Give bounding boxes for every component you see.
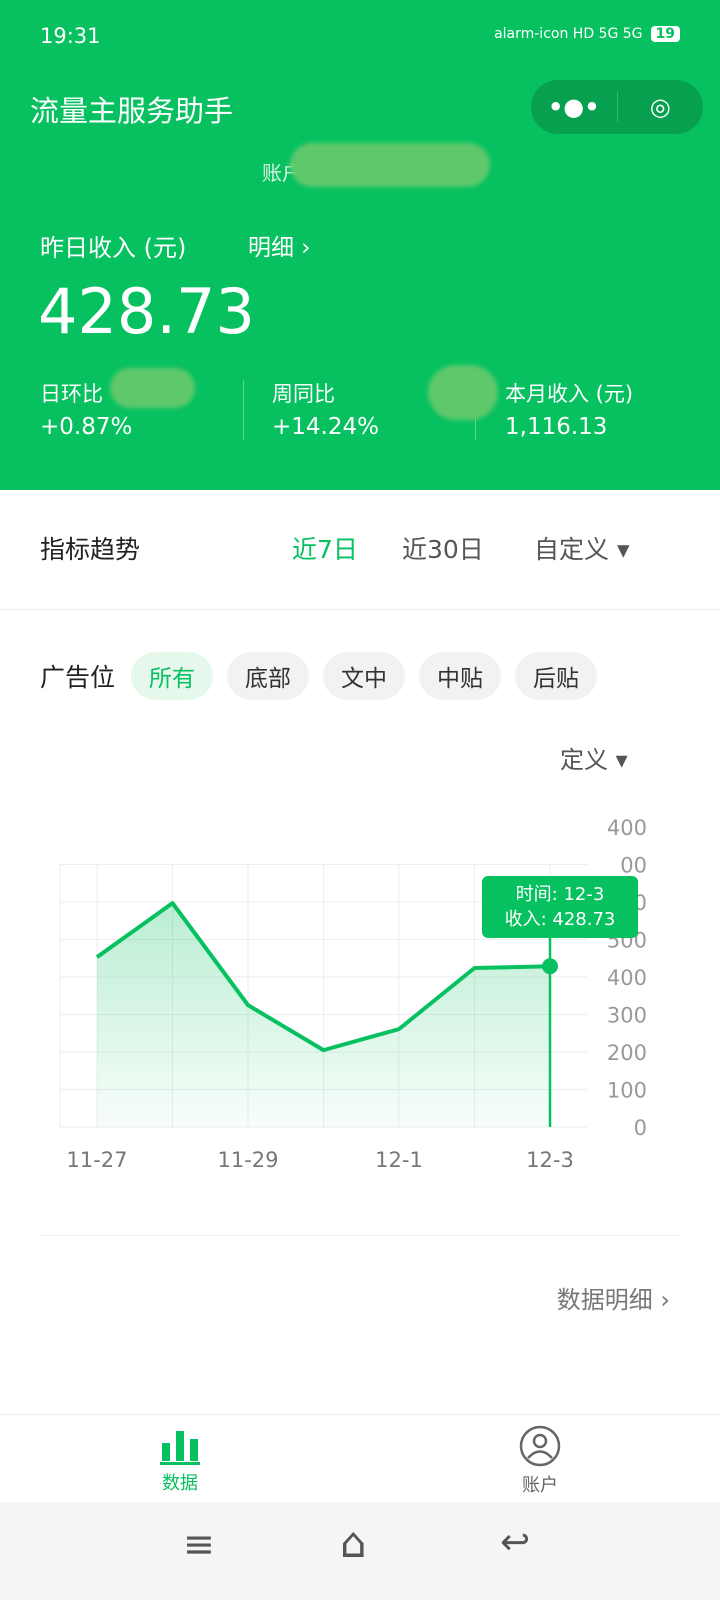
home-icon[interactable]: ⌂ bbox=[340, 1518, 367, 1567]
tab-account[interactable]: 账户 bbox=[500, 1425, 580, 1497]
chip-post[interactable]: 后贴 bbox=[515, 652, 598, 700]
tooltip-income: 收入: 428.73 bbox=[504, 909, 616, 930]
y-tick-label: 0 bbox=[634, 1116, 647, 1140]
area-fill bbox=[97, 903, 550, 1127]
chip-mid[interactable]: 中贴 bbox=[419, 652, 502, 700]
tab-bar: 数据 账户 bbox=[0, 1414, 720, 1502]
yesterday-income-value: 428.73 bbox=[38, 275, 255, 348]
income-chart: 0100200300400500000040011-2711-2912-112-… bbox=[59, 816, 647, 1172]
metric-label: 本月收入 (元) bbox=[505, 382, 634, 406]
data-detail-link[interactable]: 数据明细 › bbox=[556, 1286, 670, 1314]
x-tick-label: 12-1 bbox=[375, 1148, 423, 1172]
status-time: 19:31 bbox=[40, 24, 101, 48]
chip-inline[interactable]: 文中 bbox=[323, 652, 406, 700]
highlight-point bbox=[542, 958, 558, 975]
yesterday-income-label: 昨日收入 (元) bbox=[40, 234, 187, 262]
metric-label: 周同比 bbox=[272, 382, 335, 406]
y-tick-label: 400 bbox=[607, 816, 647, 840]
tab-30-days[interactable]: 近30日 bbox=[402, 535, 484, 564]
metric-label: 日环比 bbox=[40, 382, 103, 406]
y-tick-label: 400 bbox=[607, 966, 647, 990]
status-icons: alarm-icon HD 5G 5G 19 bbox=[494, 26, 680, 42]
tab-label: 账户 bbox=[522, 1475, 558, 1496]
y-tick-label: 100 bbox=[607, 1079, 647, 1103]
system-nav: ≡ ⌂ ↩ bbox=[0, 1502, 720, 1600]
series-line bbox=[95, 901, 551, 1053]
redaction bbox=[110, 368, 195, 408]
metric-value: +14.24% bbox=[272, 414, 379, 440]
tab-7-days[interactable]: 近7日 bbox=[292, 535, 358, 564]
x-tick-label: 11-29 bbox=[217, 1148, 278, 1172]
x-tick-label: 12-3 bbox=[526, 1148, 574, 1172]
chip-bottom[interactable]: 底部 bbox=[227, 652, 310, 700]
tab-data[interactable]: 数据 bbox=[140, 1425, 220, 1495]
header: 19:31 alarm-icon HD 5G 5G 19 流量主服务助手 •●• … bbox=[0, 0, 720, 490]
ad-slot-filter: 广告位 所有 底部 文中 中贴 后贴 bbox=[40, 652, 598, 700]
metric-value: +0.87% bbox=[40, 414, 133, 440]
trend-header bbox=[0, 490, 720, 610]
ad-slot-label: 广告位 bbox=[40, 663, 116, 692]
trend-title: 指标趋势 bbox=[40, 535, 141, 564]
x-tick-label: 11-27 bbox=[66, 1148, 127, 1172]
redaction bbox=[290, 143, 490, 187]
user-icon bbox=[519, 1425, 561, 1467]
redaction bbox=[428, 365, 498, 420]
tooltip-time: 时间: 12-3 bbox=[515, 884, 605, 905]
app-title: 流量主服务助手 bbox=[30, 94, 234, 128]
menu-icon[interactable]: ≡ bbox=[183, 1522, 215, 1566]
y-tick-label: 300 bbox=[607, 1004, 647, 1028]
back-icon[interactable]: ↩ bbox=[500, 1522, 531, 1563]
chart-tooltip: 时间: 12-3 收入: 428.73 bbox=[482, 876, 638, 938]
custom-dropdown[interactable]: 定义 ▾ bbox=[560, 746, 628, 774]
more-icon[interactable]: •●• bbox=[547, 93, 600, 121]
close-target-icon[interactable]: ◎ bbox=[649, 93, 671, 121]
metric-value: 1,116.13 bbox=[505, 414, 608, 440]
y-tick-label: 00 bbox=[620, 854, 647, 878]
y-tick-label: 200 bbox=[607, 1041, 647, 1065]
chip-all[interactable]: 所有 bbox=[131, 652, 214, 700]
tab-label: 数据 bbox=[162, 1473, 198, 1494]
detail-link[interactable]: 明细 › bbox=[248, 235, 311, 261]
battery-icon: 19 bbox=[650, 26, 680, 42]
capsule-menu: •●• ◎ bbox=[531, 80, 703, 134]
tab-custom[interactable]: 自定义 ▾ bbox=[534, 535, 630, 564]
bar-chart-icon bbox=[160, 1431, 200, 1465]
